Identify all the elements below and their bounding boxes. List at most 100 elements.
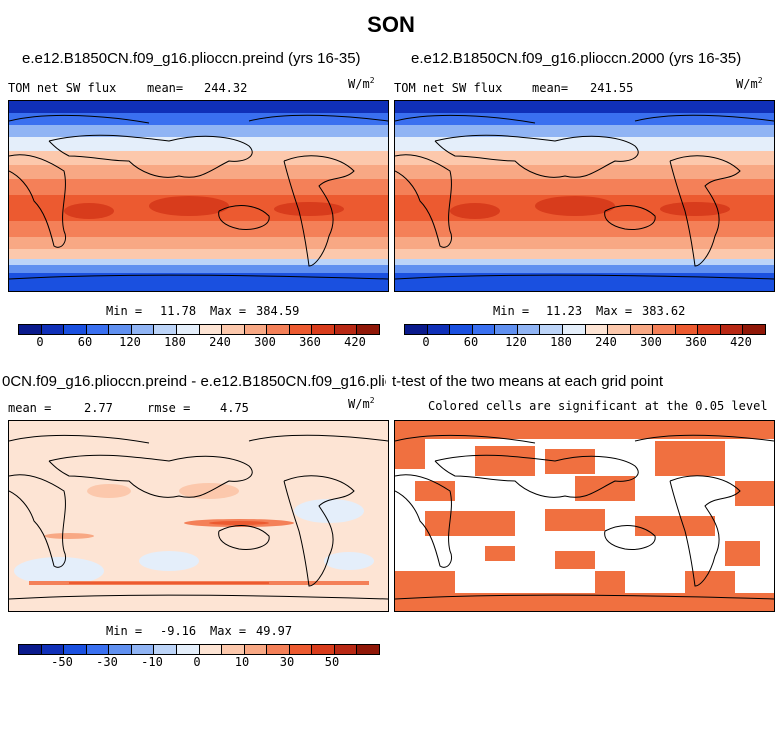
top-left-colorbar-labels: 0 60 120 180 240 300 360 420 [18,335,378,351]
top-left-case-title: e.e12.B1850CN.f09_g16.plioccn.preind (yr… [22,50,361,67]
colorbar-swatch [495,325,518,334]
top-right-case-title: e.e12.B1850CN.f09_g16.plioccn.2000 (yrs … [411,50,742,67]
colorbar-swatch [64,645,87,654]
bottom-left-colorbar-labels: -50 -30 -10 0 10 30 50 [18,655,378,671]
top-right-max-label: Max = [596,304,633,318]
bottom-left-difference-map [8,420,389,612]
significant-cells [395,421,774,611]
top-right-colorbar-labels: 0 60 120 180 240 300 360 420 [404,335,764,351]
top-right-mean-label: mean= [532,81,569,95]
colorbar-tick-label: 240 [595,335,617,349]
colorbar-tick-label: 30 [279,655,295,669]
colorbar-tick-label: 60 [77,335,93,349]
bottom-left-rmse-value: 4.75 [220,401,249,415]
colorbar-swatch [222,325,245,334]
colorbar-swatch [41,325,65,334]
bottom-left-mean-value: 2.77 [84,401,113,415]
colorbar-tick-label: 360 [685,335,707,349]
top-left-mean-value: 244.32 [204,81,248,95]
top-right-mean-value: 241.55 [590,81,634,95]
colorbar-swatch [109,325,132,334]
colorbar-swatch [154,325,177,334]
colorbar-swatch [289,645,313,654]
colorbar-tick-label: -30 [96,655,118,669]
colorbar-tick-label: 60 [463,335,479,349]
bottom-right-subtitle: Colored cells are significant at the 0.0… [428,399,768,413]
colorbar-tick-label: 0 [422,335,430,349]
top-right-min-value: 11.23 [546,304,583,318]
top-right-min-label: Min = [493,304,530,318]
colorbar-swatch [19,325,42,334]
colorbar-swatch [86,325,110,334]
colorbar-swatch [199,645,223,654]
colorbar-swatch [289,325,313,334]
colorbar-swatch [608,325,631,334]
bottom-left-units: W/m2 [348,396,375,411]
colorbar-swatch [357,645,379,654]
top-right-colorbar [404,324,766,335]
colorbar-tick-label: 50 [324,655,340,669]
colorbar-swatch [585,325,609,334]
bottom-left-mean-label: mean = [8,401,52,415]
top-left-max-label: Max = [210,304,247,318]
colorbar-tick-label: -10 [141,655,163,669]
colorbar-tick-label: 300 [640,335,662,349]
colorbar-swatch [720,325,744,334]
top-right-units: W/m2 [736,76,763,91]
colorbar-swatch [131,645,155,654]
colorbar-tick-label: 300 [254,335,276,349]
colorbar-swatch [427,325,451,334]
top-left-min-label: Min = [106,304,143,318]
colorbar-swatch [540,325,563,334]
colorbar-swatch [19,645,42,654]
top-right-max-value: 383.62 [642,304,686,318]
bottom-right-title: t-test of the two means at each grid poi… [392,373,663,390]
top-right-flux-map [394,100,775,292]
bottom-right-significance-map [394,420,775,612]
colorbar-tick-label: -50 [51,655,73,669]
colorbar-tick-label: 180 [164,335,186,349]
colorbar-swatch [630,325,654,334]
bottom-left-rmse-label: rmse = [147,401,191,415]
colorbar-tick-label: 10 [234,655,250,669]
bottom-left-max-label: Max = [210,624,247,638]
colorbar-swatch [64,325,87,334]
colorbar-swatch [267,645,290,654]
colorbar-swatch [176,645,200,654]
colorbar-tick-label: 120 [119,335,141,349]
colorbar-swatch [334,325,358,334]
top-left-min-value: 11.78 [160,304,197,318]
colorbar-swatch [312,645,335,654]
colorbar-swatch [199,325,223,334]
colorbar-swatch [405,325,428,334]
colorbar-swatch [653,325,676,334]
top-left-field-label: TOM net SW flux [8,81,117,95]
colorbar-swatch [698,325,721,334]
bottom-left-max-value: 49.97 [256,624,293,638]
colorbar-tick-label: 360 [299,335,321,349]
colorbar-tick-label: 180 [550,335,572,349]
colorbar-swatch [675,325,699,334]
colorbar-tick-label: 0 [36,335,44,349]
figure-title: SON [367,12,415,37]
bottom-left-colorbar [18,644,380,655]
colorbar-swatch [86,645,110,654]
colorbar-swatch [244,325,268,334]
colorbar-swatch [131,325,155,334]
colorbar-tick-label: 240 [209,335,231,349]
colorbar-swatch [244,645,268,654]
bottom-left-min-label: Min = [106,624,143,638]
bottom-left-min-value: -9.16 [160,624,197,638]
colorbar-swatch [562,325,586,334]
colorbar-swatch [450,325,473,334]
top-left-flux-map [8,100,389,292]
colorbar-swatch [154,645,177,654]
colorbar-tick-label: 420 [344,335,366,349]
top-right-field-label: TOM net SW flux [394,81,503,95]
top-left-mean-label: mean= [147,81,184,95]
colorbar-swatch [267,325,290,334]
colorbar-swatch [109,645,132,654]
colorbar-swatch [312,325,335,334]
colorbar-swatch [222,645,245,654]
colorbar-swatch [472,325,496,334]
